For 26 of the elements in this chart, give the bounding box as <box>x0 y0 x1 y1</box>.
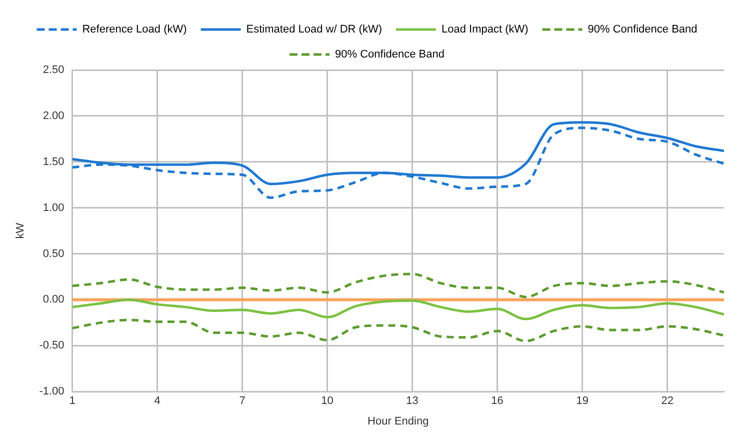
legend-label: 90% Confidence Band <box>588 24 698 36</box>
x-tick-label: 7 <box>239 395 246 408</box>
legend-label: Estimated Load w/ DR (kW) <box>246 24 382 36</box>
x-tick-label: 16 <box>491 395 504 408</box>
line-series <box>72 318 724 342</box>
x-tick-label: 22 <box>661 395 674 408</box>
y-tick-label: 0.50 <box>42 248 64 260</box>
y-tick-label: 0.00 <box>42 294 64 306</box>
x-tick-label: 13 <box>406 395 418 408</box>
y-tick-label: -1.00 <box>39 386 64 398</box>
x-axis-title: Hour Ending <box>368 415 429 428</box>
y-tick-label: -0.50 <box>39 340 64 352</box>
legend-label: 90% Confidence Band <box>335 48 444 61</box>
y-axis-title: kW <box>14 222 27 239</box>
line-series <box>72 298 724 320</box>
y-tick-label: 1.00 <box>42 202 64 214</box>
x-tick-label: 4 <box>154 395 160 408</box>
x-tick-label: 19 <box>576 395 588 408</box>
x-tick-label: 1 <box>69 395 76 408</box>
y-tick-label: 2.00 <box>42 110 64 122</box>
legend-label: Load Impact (kW) <box>441 24 528 36</box>
x-tick-label: 10 <box>321 395 334 408</box>
y-tick-label: 1.50 <box>42 156 64 168</box>
legend-label: Reference Load (kW) <box>82 24 187 36</box>
line-series <box>72 272 724 298</box>
y-tick-label: 2.50 <box>42 64 64 76</box>
